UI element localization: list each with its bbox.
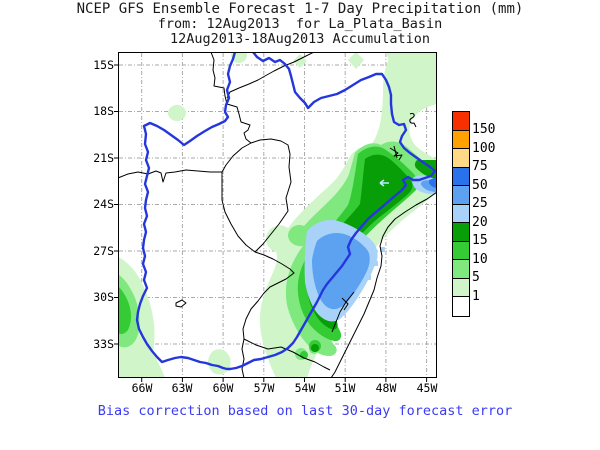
legend-value-label: 15	[472, 233, 488, 248]
lon-tick-label: 63W	[171, 381, 193, 395]
precipitation-shading	[119, 53, 436, 377]
legend-value-label: 50	[472, 177, 488, 193]
title-line-3: 12Aug2013-18Aug2013 Accumulation	[169, 31, 431, 47]
bias-correction-caption: Bias correction based on last 30-day for…	[97, 403, 513, 419]
legend-value-label: 10	[472, 251, 488, 267]
legend-color-swatch	[453, 149, 469, 168]
color-bar-legend	[452, 111, 470, 317]
lat-tick-label: 33S	[93, 337, 114, 351]
legend-value-label: 75	[472, 159, 488, 174]
legend-value-label: 1	[472, 288, 480, 304]
lake-outline	[175, 299, 187, 308]
legend-color-swatch	[453, 167, 469, 186]
lon-tick-label: 48W	[375, 381, 397, 395]
lat-tick-label: 18S	[93, 104, 114, 118]
small-arrow-annotation	[379, 179, 389, 187]
lat-tick-label: 30S	[93, 290, 114, 304]
lon-tick-label: 60W	[212, 381, 234, 395]
lon-tick-label: 54W	[294, 381, 316, 395]
title-line-2: from: 12Aug2013 for La_Plata_Basin	[157, 16, 443, 32]
legend-color-swatch	[453, 241, 469, 260]
basin-outline	[135, 53, 436, 371]
lat-tick-label: 24S	[93, 197, 114, 211]
lat-tick-label: 27S	[93, 244, 114, 258]
legend-color-swatch	[453, 186, 469, 205]
lat-tick-label: 15S	[93, 58, 114, 72]
legend-value-label: 20	[472, 214, 488, 230]
legend-color-swatch	[453, 260, 469, 279]
legend-value-label: 5	[472, 270, 480, 285]
lon-tick-label: 51W	[334, 381, 356, 395]
legend-color-swatch	[453, 297, 469, 316]
precipitation-map	[114, 52, 437, 382]
lon-tick-label: 57W	[253, 381, 275, 395]
legend-color-swatch	[453, 204, 469, 223]
legend-color-swatch	[453, 112, 469, 131]
legend-value-label: 25	[472, 196, 488, 211]
lat-tick-label: 21S	[93, 151, 114, 165]
reservoir-squiggle	[409, 113, 417, 128]
map-frame	[118, 52, 437, 378]
lon-tick-label: 66W	[131, 381, 153, 395]
reservoir-squiggle	[389, 145, 403, 161]
plot-title: NCEP GFS Ensemble Forecast 1-7 Day Preci…	[0, 2, 600, 47]
legend-value-label: 150	[472, 122, 496, 137]
lon-tick-label: 45W	[416, 381, 438, 395]
legend-color-swatch	[453, 130, 469, 149]
title-line-1: NCEP GFS Ensemble Forecast 1-7 Day Preci…	[76, 1, 524, 17]
legend-color-swatch	[453, 223, 469, 242]
axis-ticks	[114, 64, 428, 382]
country-borders	[119, 53, 436, 377]
legend-color-swatch	[453, 278, 469, 297]
legend-value-label: 100	[472, 140, 496, 156]
